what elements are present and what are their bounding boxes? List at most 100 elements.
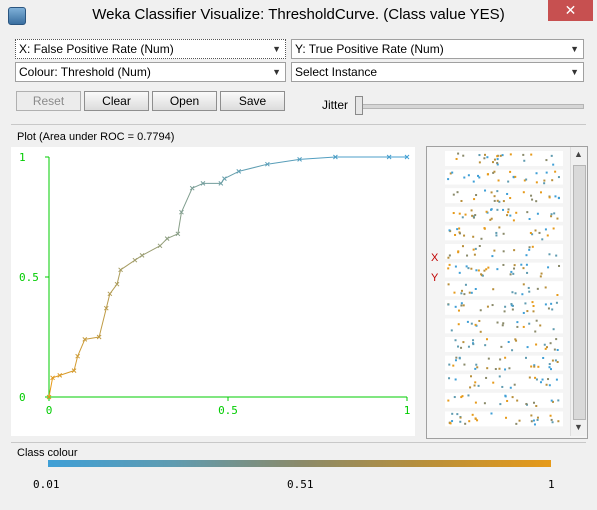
- roc-point: [218, 181, 224, 186]
- attribute-dot: [521, 293, 524, 296]
- roc-point: [164, 236, 170, 241]
- vertical-scrollbar[interactable]: ▲ ▼: [570, 147, 587, 436]
- attribute-dot: [507, 340, 510, 343]
- attribute-dot: [452, 364, 455, 367]
- attribute-panel[interactable]: ▲ ▼: [426, 146, 588, 439]
- attribute-dot: [516, 321, 519, 324]
- attribute-dot: [457, 345, 460, 348]
- attribute-dot: [532, 419, 535, 422]
- y-axis-value: Y: True Positive Rate (Num): [295, 42, 444, 56]
- attribute-dot: [526, 346, 529, 349]
- x-axis-select[interactable]: X: False Positive Rate (Num) ▼: [15, 39, 286, 59]
- attribute-dot: [467, 174, 470, 177]
- attribute-dot: [489, 218, 492, 221]
- y-tick-label: 0: [19, 391, 26, 404]
- attribute-dot: [447, 303, 450, 306]
- attribute-dot: [510, 302, 513, 305]
- attribute-dot: [448, 229, 451, 232]
- attribute-strip[interactable]: [445, 151, 563, 166]
- attribute-strip[interactable]: [445, 411, 563, 427]
- attribute-dot: [475, 194, 478, 197]
- attribute-dot: [496, 158, 499, 161]
- close-button[interactable]: ✕: [548, 0, 593, 21]
- attribute-dot: [551, 400, 554, 403]
- colour-select[interactable]: Colour: Threshold (Num) ▼: [15, 62, 286, 82]
- attribute-dot: [501, 385, 504, 388]
- attribute-dot: [511, 304, 514, 307]
- attribute-dot: [473, 253, 476, 256]
- attribute-dot: [555, 254, 558, 257]
- attribute-dot: [516, 325, 519, 328]
- scrollbar-thumb[interactable]: [573, 165, 586, 420]
- attribute-dot: [528, 290, 531, 293]
- chevron-down-icon[interactable]: ▼: [574, 422, 583, 432]
- save-button[interactable]: Save: [220, 91, 285, 111]
- attribute-dot: [477, 384, 480, 387]
- attribute-dot: [447, 267, 450, 270]
- attribute-dot: [457, 251, 460, 254]
- attribute-dot: [525, 254, 528, 257]
- attribute-dot: [460, 199, 463, 202]
- attribute-dot: [448, 263, 451, 266]
- attribute-dot: [526, 310, 529, 313]
- attribute-strip[interactable]: [445, 281, 563, 297]
- roc-curve-segment: [120, 259, 136, 271]
- attribute-dot: [535, 319, 538, 322]
- chevron-up-icon[interactable]: ▲: [574, 149, 583, 159]
- y-axis-select[interactable]: Y: True Positive Rate (Num) ▼: [291, 39, 584, 59]
- roc-point: [222, 176, 227, 181]
- attribute-dot: [526, 271, 529, 274]
- window-title: Weka Classifier Visualize: ThresholdCurv…: [92, 6, 505, 23]
- attribute-dot: [472, 180, 475, 183]
- attribute-strip[interactable]: [445, 169, 563, 185]
- jitter-slider-track[interactable]: [360, 104, 584, 109]
- attribute-dot: [457, 152, 460, 155]
- attribute-dot: [536, 212, 539, 215]
- clear-button[interactable]: Clear: [84, 91, 149, 111]
- open-button[interactable]: Open: [152, 91, 217, 111]
- plot-area[interactable]: 0 0.5 1 0 0.5 1: [11, 147, 415, 436]
- attribute-dot: [459, 416, 462, 419]
- attribute-dot: [485, 376, 488, 379]
- attribute-dot: [456, 413, 459, 416]
- attribute-dot: [524, 356, 527, 359]
- attribute-strip[interactable]: [445, 318, 563, 334]
- attribute-dot: [552, 328, 555, 331]
- attribute-dot: [556, 348, 559, 351]
- attribute-dot: [557, 399, 560, 402]
- jitter-slider-handle[interactable]: [355, 96, 363, 115]
- attribute-strip[interactable]: [445, 355, 563, 371]
- reset-button[interactable]: Reset: [16, 91, 81, 111]
- attribute-strip[interactable]: [445, 392, 563, 408]
- attribute-dot: [535, 200, 538, 203]
- attribute-dot: [547, 378, 550, 381]
- attribute-dot: [555, 301, 558, 304]
- attribute-dot: [528, 248, 531, 251]
- attribute-dot: [514, 292, 517, 295]
- roc-point: [297, 157, 302, 162]
- attribute-strip[interactable]: [445, 374, 563, 390]
- attribute-dot: [528, 246, 531, 249]
- attribute-dot: [451, 420, 454, 423]
- attribute-dot: [462, 304, 465, 307]
- roc-chart[interactable]: 0 0.5 1 0 0.5 1: [11, 147, 415, 436]
- attribute-strip[interactable]: [445, 337, 563, 352]
- attribute-dot: [450, 329, 453, 332]
- legend-max-label: 1: [548, 478, 555, 491]
- roc-point: [404, 154, 410, 160]
- instance-select[interactable]: Select Instance ▼: [291, 62, 584, 82]
- attribute-dot: [509, 214, 512, 217]
- attribute-dot: [477, 174, 480, 177]
- attribute-dot: [548, 363, 551, 366]
- attribute-strip[interactable]: [445, 262, 563, 278]
- attribute-dot: [548, 196, 551, 199]
- attribute-dot: [454, 359, 457, 362]
- attribute-strip[interactable]: [445, 299, 563, 315]
- attribute-dot: [463, 234, 466, 237]
- attribute-dot: [555, 378, 558, 381]
- attribute-dot: [452, 212, 455, 215]
- attribute-dot: [461, 216, 464, 219]
- attribute-scatter-strips[interactable]: [427, 147, 569, 436]
- attribute-dot: [479, 330, 482, 333]
- attribute-dot: [490, 191, 493, 194]
